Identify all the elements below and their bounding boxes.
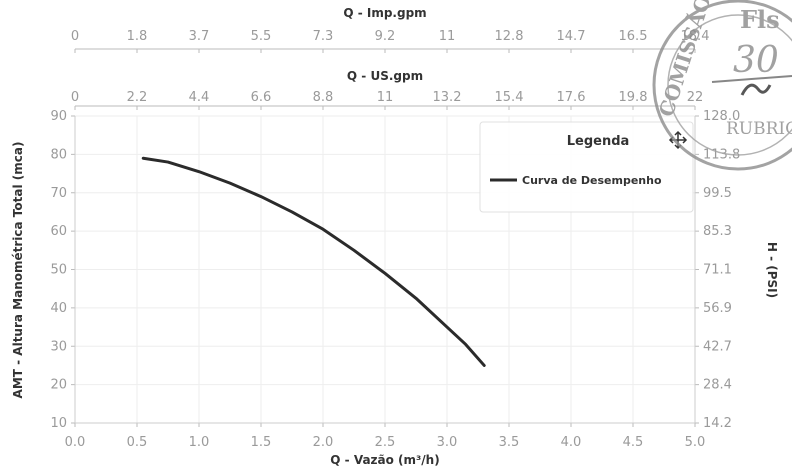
top1-tick-label: 3.7 (189, 29, 210, 44)
y-tick-label: 20 (50, 378, 67, 393)
top2-tick-label: 6.6 (251, 90, 272, 105)
legend-item-label: Curva de Desempenho (522, 174, 662, 187)
y2-tick-label: 99.5 (703, 186, 732, 201)
top1-tick-label: 14.7 (557, 29, 586, 44)
series-group (141, 156, 486, 367)
top1-tick-label: 0 (71, 29, 79, 44)
top1-tick-label: 5.5 (251, 29, 272, 44)
y2-tick-label: 42.7 (703, 339, 732, 354)
y-tick-label: 70 (50, 186, 67, 201)
top1-tick-label: 12.8 (495, 29, 524, 44)
top2-tick-label: 11 (377, 90, 394, 105)
top1-tick-label: 1.8 (127, 29, 148, 44)
y-tick-label: 90 (50, 109, 67, 124)
top2-tick-label: 19.8 (619, 90, 648, 105)
top2-tick-label: 17.6 (557, 90, 586, 105)
x-tick-label: 1.5 (251, 435, 272, 450)
top2-tick-label: 2.2 (127, 90, 148, 105)
top2-tick-label: 0 (71, 90, 79, 105)
top1-tick-label: 7.3 (313, 29, 334, 44)
x-tick-label: 0.0 (65, 435, 86, 450)
stamp-number: 30 (733, 40, 779, 81)
stamp-fls: Fls (740, 5, 780, 34)
top-axis-2-title: Q - US.gpm (347, 69, 423, 83)
top2-tick-label: 8.8 (313, 90, 334, 105)
y2-tick-label: 113.8 (703, 147, 740, 162)
stamp-ring-outer (652, 0, 792, 171)
top1-tick-label: 16.5 (619, 29, 648, 44)
legend: Legenda Curva de Desempenho (479, 121, 694, 213)
top-axis-1-title: Q - Imp.gpm (343, 6, 426, 20)
y-tick-label: 80 (50, 147, 67, 162)
x-tick-label: 4.5 (623, 435, 644, 450)
stamp: COMISSÃO Fls 30 RUBRICA (652, 0, 792, 171)
x-tick-label: 3.5 (499, 435, 520, 450)
y2-tick-label: 28.4 (703, 378, 732, 393)
y2-tick-label: 128.0 (703, 109, 740, 124)
x-tick-label: 2.0 (313, 435, 334, 450)
stamp-signature (740, 83, 772, 96)
y-tick-label: 50 (50, 263, 67, 278)
y2-tick-label: 71.1 (703, 263, 732, 278)
x-tick-label: 1.0 (189, 435, 210, 450)
y-tick-label: 30 (50, 339, 67, 354)
tick-labels: 0.0 0 0 0.5 1.8 2.2 1.0 3.7 4.4 1.5 5.5 6.6 2.0 7.3 8.… (50, 29, 740, 450)
stamp-rubrica: RUBRICA (726, 119, 792, 139)
y2-tick-label: 85.3 (703, 224, 732, 239)
y-tick-label: 60 (50, 224, 67, 239)
top1-tick-label: 9.2 (375, 29, 396, 44)
series-line-curva-de-desempenho (141, 156, 486, 367)
stamp-underline (711, 75, 792, 83)
y2-axis-title: H - (PSI) (765, 242, 779, 298)
y-tick-label: 10 (50, 416, 67, 431)
y2-tick-label: 56.9 (703, 301, 732, 316)
legend-title: Legenda (567, 134, 630, 149)
legend-box (479, 121, 694, 213)
top1-tick-label: 11 (439, 29, 456, 44)
x-tick-label: 2.5 (375, 435, 396, 450)
x-tick-label: 0.5 (127, 435, 148, 450)
y-tick-label: 40 (50, 301, 67, 316)
stamp-ring-inner (667, 14, 792, 156)
top1-tick-label: 18.4 (681, 29, 710, 44)
x-tick-label: 5.0 (685, 435, 706, 450)
top2-tick-label: 22 (687, 90, 704, 105)
top2-tick-label: 13.2 (433, 90, 462, 105)
y2-tick-label: 14.2 (703, 416, 732, 431)
x-axis-title: Q - Vazão (m³/h) (330, 453, 439, 467)
y-axis-title: AMT - Altura Manométrica Total (mca) (11, 142, 25, 399)
x-tick-label: 3.0 (437, 435, 458, 450)
top2-tick-label: 4.4 (189, 90, 210, 105)
top2-tick-label: 15.4 (495, 90, 524, 105)
x-tick-label: 4.0 (561, 435, 582, 450)
